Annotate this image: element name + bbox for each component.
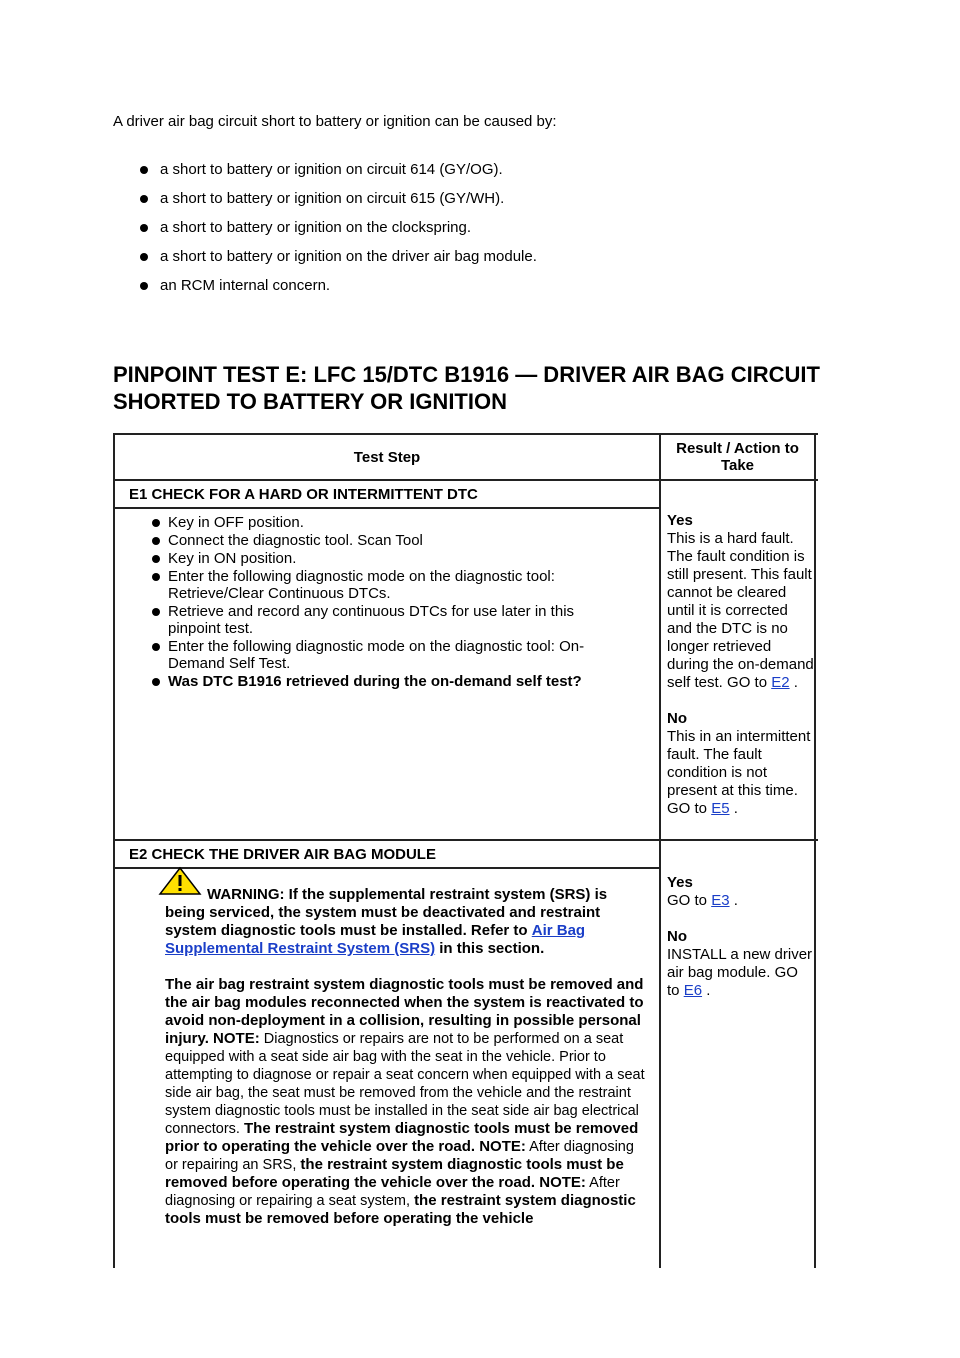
action-item: Key in ON position.: [152, 550, 622, 567]
text: After diagnosing or repairing an SRS,: [165, 1139, 634, 1173]
cause-item: a short to battery or ignition on circui…: [140, 190, 537, 219]
result-label: Yes: [667, 874, 693, 891]
result: Yes GO to E3 .: [667, 874, 814, 910]
result-label: No: [667, 928, 687, 945]
header: Result / Action to Take: [676, 440, 799, 474]
rule: [113, 507, 661, 509]
result-text: INSTALL a new driver air bag module. GO …: [667, 946, 813, 999]
rule: [814, 433, 816, 1268]
step-link[interactable]: E6: [683, 982, 703, 999]
text: After diagnosing or repairing a seat sys…: [165, 1175, 620, 1209]
warning-block: WARNING: If the supplemental restraint s…: [165, 886, 650, 1228]
bold-text: The restraint system diagnostic tools mu…: [165, 1120, 639, 1155]
bold-text: in this section.: [439, 940, 545, 957]
step-link[interactable]: E3: [711, 892, 730, 909]
cause-list: a short to battery or ignition on circui…: [140, 161, 537, 306]
rule: [113, 433, 115, 1268]
result-cell: Yes This is a hard fault. The fault condi…: [661, 512, 814, 836]
rule: [113, 867, 661, 869]
action-question: Was DTC B1916 retrieved during the on-de…: [152, 673, 622, 690]
cause-item: a short to battery or ignition on the dr…: [140, 248, 537, 277]
result-end: .: [733, 892, 738, 909]
heading: PINPOINT TEST E: LFC 15/DTC B1916 — DRIV…: [113, 362, 820, 414]
step-link[interactable]: E5: [711, 800, 730, 817]
warning-icon: [158, 866, 202, 895]
cause-item: a short to battery or ignition on circui…: [140, 161, 537, 190]
text: Diagnostics or repairs are not to be per…: [165, 1031, 645, 1137]
result-text: This is a hard fault. The fault conditio…: [667, 530, 814, 691]
action-item: Connect the diagnostic tool. Scan Tool: [152, 532, 622, 549]
action-item: Enter the following diagnostic mode on t…: [152, 568, 622, 602]
result-end: .: [706, 982, 711, 999]
result-cell: Yes GO to E3 . No INSTALL a new driver air …: [661, 874, 814, 1018]
result: No This in an intermittent fault. The fau…: [667, 710, 814, 818]
rule: [659, 433, 661, 1268]
result-text: GO to: [667, 892, 708, 909]
bold-text: the restraint system diagnostic tools mu…: [165, 1192, 636, 1227]
step-title: E2 CHECK THE DRIVER AIR BAG MODULE: [129, 846, 436, 863]
cause-item: a short to battery or ignition on the cl…: [140, 219, 537, 248]
result-end: .: [733, 800, 738, 817]
result: No INSTALL a new driver air bag module. G…: [667, 928, 814, 1000]
result-end: .: [793, 674, 798, 691]
action-item: Retrieve and record any continuous DTCs …: [152, 603, 622, 637]
result-label: Yes: [667, 512, 693, 529]
rule: [113, 479, 818, 481]
bold-text: WARNING: If the supplemental restraint s…: [165, 886, 608, 939]
action-list: Key in OFF position. Connect the diagnost…: [152, 514, 622, 691]
reference-link[interactable]: Air Bag Supplemental Restraint System (S…: [165, 922, 586, 957]
result-text: This in an intermittent fault. The fault…: [667, 728, 811, 817]
rule: [113, 433, 818, 435]
header: Test Step: [353, 448, 421, 466]
intro: A driver air bag circuit short to batter…: [113, 113, 557, 130]
result: Yes This is a hard fault. The fault condi…: [667, 512, 814, 692]
action-item: Key in OFF position.: [152, 514, 622, 531]
cause-item: an RCM internal concern.: [140, 277, 537, 306]
step-link[interactable]: E2: [771, 674, 790, 691]
action-item: Enter the following diagnostic mode on t…: [152, 638, 622, 672]
notes-block: The air bag restraint system diagnostic …: [165, 976, 650, 1228]
rule: [113, 839, 818, 841]
bold-text: the restraint system diagnostic tools mu…: [165, 1156, 624, 1191]
bold-text: The air bag restraint system diagnostic …: [165, 976, 644, 1047]
step-title: E1 CHECK FOR A HARD OR INTERMITTENT DTC: [129, 486, 478, 503]
result-label: No: [667, 710, 687, 727]
